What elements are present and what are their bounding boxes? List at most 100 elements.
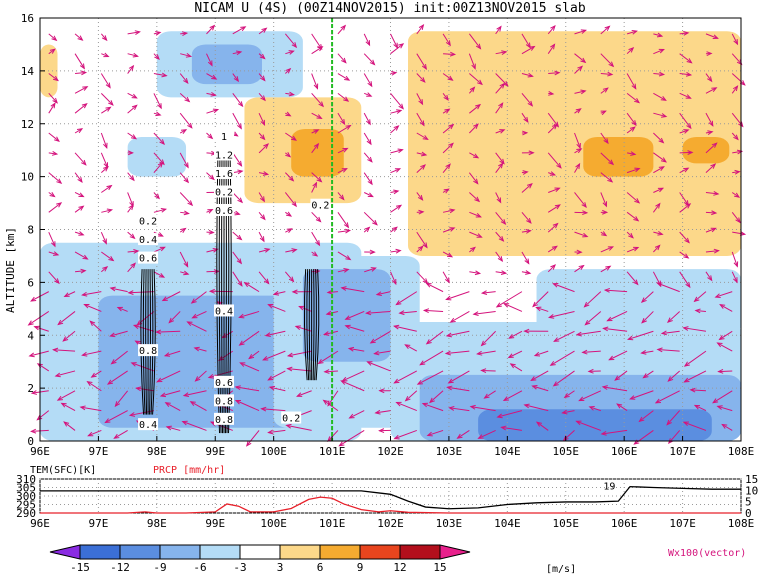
wind-vector [183, 390, 207, 397]
wind-vector [478, 429, 496, 439]
wind-vector [579, 390, 602, 402]
wind-vector [521, 93, 533, 107]
wind-vector [101, 166, 109, 174]
wind-vector [345, 325, 365, 332]
wind-vector [342, 370, 365, 382]
wind-vector-head [130, 262, 136, 269]
wind-vector [732, 231, 745, 235]
wind-vector [521, 230, 531, 233]
wind-vector-head [345, 124, 352, 130]
wind-vector [574, 65, 583, 74]
wind-vector [731, 251, 738, 267]
contour-label: 0.6 [215, 378, 233, 389]
wind-vector [495, 102, 504, 114]
wind-vector-head [180, 227, 187, 233]
wind-vector-head [445, 332, 452, 338]
wind-vector-head [391, 226, 398, 232]
wind-vector-head [263, 143, 270, 149]
wind-vector [297, 390, 312, 397]
wind-vector [37, 410, 50, 421]
wind-vector [168, 311, 181, 323]
wind-vector [626, 192, 640, 204]
wind-vector [427, 429, 444, 436]
wind-vector-head [575, 108, 582, 114]
wind-vector-head [291, 248, 298, 253]
wind-vector-head [418, 24, 425, 31]
wind-vector-head [108, 100, 114, 106]
wind-vector [495, 73, 509, 87]
colorbar-tick-label: -6 [193, 561, 206, 574]
wind-vector-head [447, 75, 454, 81]
wind-vector [653, 132, 664, 144]
wind-vector-head [421, 151, 428, 157]
wind-vector-head [189, 401, 196, 407]
wind-vector-head [530, 376, 537, 382]
wind-vector-head [689, 387, 696, 393]
wind-vector [495, 211, 506, 225]
wind-vector-head [237, 160, 243, 167]
wind-vector-head [157, 103, 162, 110]
wind-vector-head [90, 372, 97, 378]
wind-vector-head [81, 102, 88, 109]
wind-vector [603, 327, 628, 332]
wind-vector [712, 390, 733, 404]
wind-vector [258, 211, 266, 220]
wind-vector-head [114, 401, 121, 408]
wind-vector [187, 321, 207, 332]
wind-vector-head [711, 87, 718, 93]
wind-vector [416, 164, 426, 174]
wind-vector [232, 51, 242, 55]
wind-vector-head [683, 200, 690, 207]
wind-vector [258, 93, 266, 101]
wind-shading-region [478, 409, 712, 441]
wind-vector-head [404, 395, 411, 402]
wind-vector-head [448, 142, 454, 149]
wind-vector [536, 421, 549, 431]
wind-vector-head [218, 355, 225, 361]
wind-vector-head [236, 258, 243, 265]
wind-vector [311, 93, 324, 107]
wind-vector-head [549, 360, 556, 366]
wind-vector [600, 73, 613, 76]
wind-vector-head [82, 86, 89, 91]
contour-label-bg [214, 129, 235, 142]
wind-vector-head [473, 178, 479, 185]
wind-vector-head [102, 266, 109, 272]
wind-vector-head [666, 419, 672, 426]
wind-vector [449, 407, 470, 412]
wind-vector-head [499, 158, 505, 165]
colorbar-end-high [439, 544, 471, 560]
wind-vector [442, 33, 451, 46]
wind-vector-head [365, 40, 371, 47]
wind-vector-head [483, 393, 490, 399]
wind-vector-head [129, 201, 134, 208]
wind-vector [91, 370, 102, 378]
wind-vector [442, 209, 455, 213]
contour-label: 0.2 [139, 217, 157, 228]
wind-vector-head [631, 120, 637, 127]
surface-x-tick-label: 106E [611, 517, 638, 530]
wind-vector-head [575, 331, 582, 337]
wind-vector [614, 370, 628, 381]
wind-vector [363, 211, 378, 226]
wind-vector [206, 53, 213, 66]
wind-vector-head [527, 100, 534, 107]
wind-vector [626, 246, 639, 253]
wind-vector-head [734, 192, 741, 198]
wind-vector-head [507, 353, 514, 359]
wind-vector [390, 168, 401, 174]
colorbar-swatch [159, 544, 201, 560]
wind-vector [521, 271, 531, 274]
wind-vector [153, 208, 166, 213]
wind-vector [153, 246, 165, 253]
wind-vector-head [129, 175, 135, 182]
colorbar-swatch [199, 544, 241, 560]
wind-vector-head [77, 176, 83, 183]
wind-vector [258, 132, 265, 140]
precipitation-line [40, 496, 741, 514]
surface-peak-label: 19 [603, 482, 615, 493]
wind-vector [48, 172, 62, 184]
wind-vector-head [525, 270, 532, 275]
wind-vector [61, 402, 76, 412]
